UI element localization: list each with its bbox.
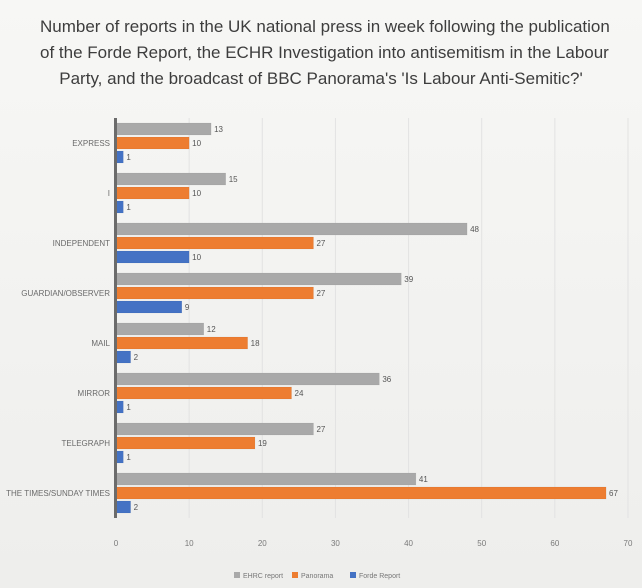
bar — [115, 372, 380, 386]
bar — [115, 136, 190, 150]
data-label: 1 — [126, 153, 131, 162]
category-label: INDEPENDENT — [53, 239, 110, 248]
data-label: 1 — [126, 203, 131, 212]
x-tick-label: 0 — [114, 539, 119, 548]
bar — [115, 472, 417, 486]
bar — [115, 350, 131, 364]
bar — [115, 450, 124, 464]
bar — [115, 186, 190, 200]
data-label: 19 — [258, 439, 267, 448]
legend-label: Forde Report — [359, 573, 400, 580]
chart-title-line: Party, and the broadcast of BBC Panorama… — [59, 69, 583, 88]
bar — [115, 222, 468, 236]
x-tick-label: 50 — [477, 539, 486, 548]
x-tick-label: 70 — [624, 539, 633, 548]
data-label: 24 — [295, 389, 304, 398]
data-label: 9 — [185, 303, 190, 312]
data-label: 1 — [126, 453, 131, 462]
chart-title-line: Number of reports in the UK national pre… — [40, 17, 610, 36]
bar — [115, 300, 183, 314]
legend-label: EHRC report — [243, 573, 283, 580]
bar — [115, 272, 402, 286]
category-label: THE TIMES/SUNDAY TIMES — [6, 489, 110, 498]
data-label: 2 — [134, 353, 139, 362]
category-label: MAIL — [91, 339, 110, 348]
bar — [115, 486, 607, 500]
legend-swatch — [350, 572, 356, 578]
data-label: 13 — [214, 125, 223, 134]
x-tick-label: 10 — [185, 539, 194, 548]
x-tick-label: 60 — [550, 539, 559, 548]
bar — [115, 422, 314, 436]
data-label: 36 — [382, 375, 391, 384]
chart-title: Number of reports in the UK national pre… — [40, 14, 610, 92]
data-label: 48 — [470, 225, 479, 234]
legend-swatch — [292, 572, 298, 578]
x-tick-label: 20 — [258, 539, 267, 548]
y-axis — [114, 118, 117, 518]
x-tick-label: 40 — [404, 539, 413, 548]
category-label: MIRROR — [78, 389, 111, 398]
data-label: 10 — [192, 189, 201, 198]
bar — [115, 200, 124, 214]
bar — [115, 172, 226, 186]
data-label: 39 — [404, 275, 413, 284]
chart-title-line: of the Forde Report, the ECHR Investigat… — [40, 43, 609, 62]
data-label: 2 — [134, 503, 139, 512]
data-label: 27 — [316, 239, 325, 248]
data-label: 18 — [251, 339, 260, 348]
data-label: 41 — [419, 475, 428, 484]
bar — [115, 286, 314, 300]
bar — [115, 236, 314, 250]
data-label: 1 — [126, 403, 131, 412]
bar — [115, 500, 131, 514]
category-label: GUARDIAN/OBSERVER — [21, 289, 110, 298]
data-label: 10 — [192, 139, 201, 148]
bar — [115, 122, 212, 136]
category-label: TELEGRAPH — [62, 439, 111, 448]
x-tick-label: 30 — [331, 539, 340, 548]
bar — [115, 250, 190, 264]
bar — [115, 436, 256, 450]
bar — [115, 400, 124, 414]
data-label: 10 — [192, 253, 201, 262]
data-label: 27 — [316, 425, 325, 434]
legend-label: Panorama — [301, 573, 333, 580]
data-label: 67 — [609, 489, 618, 498]
data-label: 15 — [229, 175, 238, 184]
bar — [115, 386, 292, 400]
legend-swatch — [234, 572, 240, 578]
bar — [115, 336, 248, 350]
category-label: EXPRESS — [72, 139, 110, 148]
category-label: I — [108, 189, 110, 198]
data-label: 27 — [316, 289, 325, 298]
bar — [115, 322, 205, 336]
data-label: 12 — [207, 325, 216, 334]
bar — [115, 150, 124, 164]
